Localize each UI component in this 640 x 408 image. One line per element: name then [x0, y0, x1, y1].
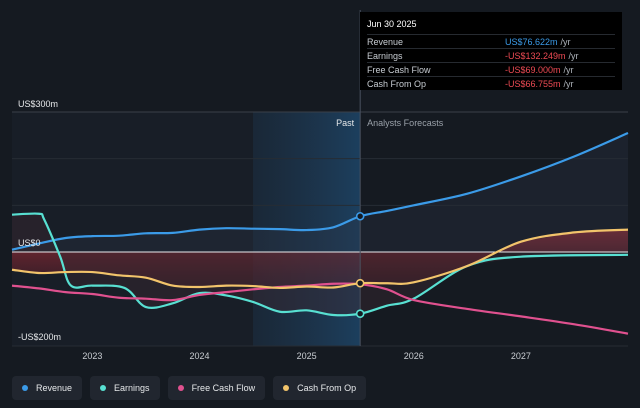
legend-item-free-cash-flow[interactable]: Free Cash Flow [167, 376, 266, 400]
legend-label: Free Cash Flow [191, 383, 256, 393]
tooltip-unit: /yr [563, 64, 574, 75]
tooltip-unit: /yr [563, 78, 574, 89]
revenue-area [12, 133, 628, 252]
revenue-marker [355, 211, 365, 221]
chart-legend: Revenue Earnings Free Cash Flow Cash Fro… [12, 376, 367, 400]
legend-item-earnings[interactable]: Earnings [90, 376, 160, 400]
cash-from-op-marker [355, 278, 365, 288]
legend-dot-icon [100, 385, 107, 391]
tooltip-row-cash-from-op: Cash From Op -US$66.755m /yr [367, 76, 615, 90]
legend-dot-icon [177, 385, 184, 391]
x-tick-label: 2023 [82, 351, 102, 361]
tooltip-label: Free Cash Flow [367, 64, 431, 75]
tooltip-panel: Jun 30 2025 Revenue US$76.622m /yr Earni… [360, 12, 622, 90]
earnings-area [12, 213, 628, 315]
past-label: Past [336, 118, 355, 128]
legend-dot-icon [283, 385, 290, 391]
tooltip-value: US$76.622m [505, 36, 558, 47]
legend-label: Cash From Op [297, 383, 357, 393]
tooltip-unit: /yr [568, 50, 579, 61]
legend-label: Earnings [114, 383, 150, 393]
x-tick-label: 2025 [297, 351, 317, 361]
tooltip-label: Revenue [367, 36, 404, 47]
tooltip-row-earnings: Earnings -US$132.249m /yr [367, 48, 615, 62]
x-tick-label: 2027 [511, 351, 531, 361]
earnings-line [11, 212, 629, 317]
legend-item-revenue[interactable]: Revenue [12, 376, 83, 400]
forecast-area [360, 112, 628, 346]
legend-label: Revenue [36, 383, 73, 393]
y-label-top: US$300m [18, 99, 58, 109]
cash-from-op-line [11, 228, 629, 290]
earnings-marker [355, 309, 365, 318]
x-tick-label: 2026 [404, 351, 424, 361]
tooltip-value: -US$69.000m [505, 64, 561, 75]
tooltip-label: Cash From Op [367, 78, 427, 89]
y-label-zero: US$0 [18, 238, 41, 248]
cash-from-op-area [12, 229, 628, 288]
revenue-line [11, 131, 629, 251]
tooltip-row-free-cash-flow: Free Cash Flow -US$69.000m /yr [367, 62, 615, 76]
tooltip-value: -US$66.755m [505, 78, 561, 89]
forecast-label: Analysts Forecasts [367, 118, 444, 128]
legend-dot-icon [22, 385, 28, 391]
tooltip-row-revenue: Revenue US$76.622m /yr [367, 34, 615, 48]
tooltip-date: Jun 30 2025 [367, 19, 417, 29]
tooltip-unit: /yr [560, 36, 571, 47]
tooltip-label: Earnings [367, 50, 403, 61]
tooltip-value: -US$132.249m [505, 50, 566, 61]
legend-item-cash-from-op[interactable]: Cash From Op [273, 376, 367, 400]
x-tick-label: 2024 [189, 351, 209, 361]
y-label-bottom: -US$200m [18, 332, 61, 342]
